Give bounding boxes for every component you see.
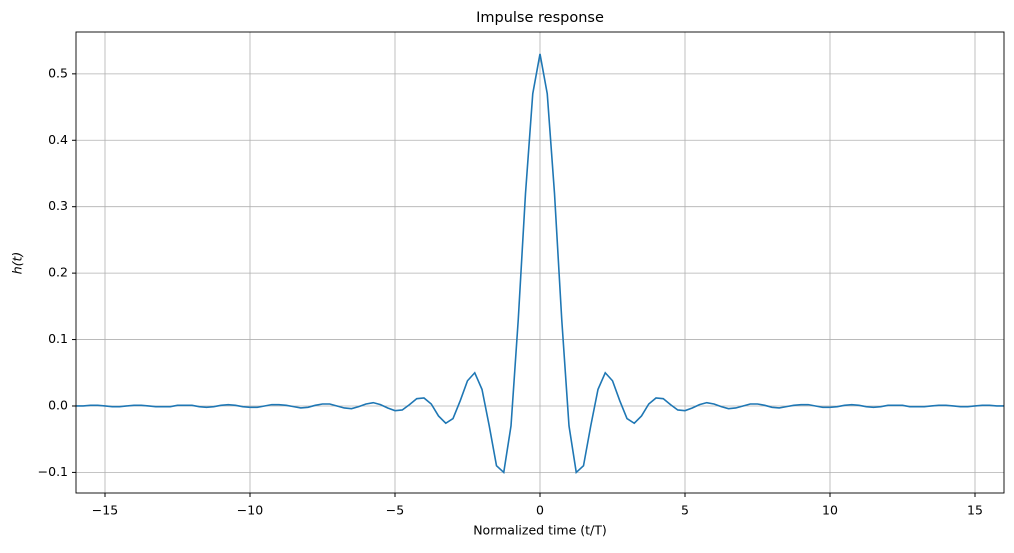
x-tick-label: −10 xyxy=(237,503,263,518)
x-tick-label: 0 xyxy=(536,503,544,518)
y-tick-label: 0.0 xyxy=(48,397,68,412)
x-tick-label: −5 xyxy=(386,503,404,518)
plot-frame xyxy=(75,31,1005,494)
y-tick-label: −0.1 xyxy=(38,464,68,479)
y-tick-label: 0.5 xyxy=(48,65,68,80)
y-axis-label: h(t) xyxy=(10,252,25,275)
y-tick-label: 0.4 xyxy=(48,132,68,147)
y-tick-label: 0.3 xyxy=(48,198,68,213)
x-tick-label: 5 xyxy=(681,503,689,518)
x-tick-label: 15 xyxy=(967,503,983,518)
y-tick-label: 0.1 xyxy=(48,331,68,346)
x-tick-label: 10 xyxy=(822,503,838,518)
y-tick-label: 0.2 xyxy=(48,265,68,280)
chart-title: Impulse response xyxy=(476,10,604,26)
x-tick-label: −15 xyxy=(92,503,118,518)
x-axis-label: Normalized time (t/T) xyxy=(473,523,607,538)
line xyxy=(76,53,1004,475)
